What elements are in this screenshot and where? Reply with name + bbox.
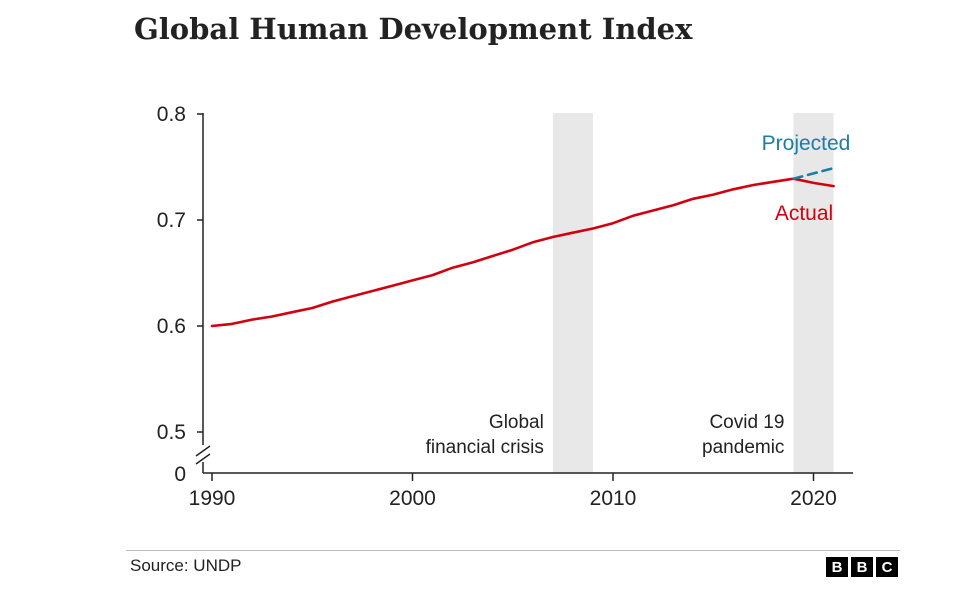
logo-letter: B: [826, 557, 848, 577]
shaded-period-label: Covid 19: [709, 412, 784, 433]
shaded-period-band: [793, 113, 834, 473]
projected-label: Projected: [762, 132, 851, 155]
series-lines: [210, 166, 835, 328]
logo-letter: B: [851, 557, 873, 577]
x-tick-label: 1990: [189, 487, 236, 510]
projected-series-line: [792, 166, 835, 180]
x-ticks: 1990 2000 2010 2020: [189, 473, 837, 510]
y-zero-label: 0: [174, 463, 186, 486]
actual-series-line: [210, 177, 835, 328]
x-tick-label: 2000: [389, 487, 436, 510]
x-tick-label: 2010: [590, 487, 637, 510]
axis-break-mark: [195, 445, 211, 465]
footer-divider: [126, 550, 900, 551]
actual-label: Actual: [775, 202, 833, 225]
y-tick-label: 0.5: [157, 421, 186, 444]
shaded-period-label: financial crisis: [426, 437, 544, 458]
x-tick-label: 2020: [790, 487, 837, 510]
logo-letter: C: [876, 557, 898, 577]
shaded-period-labels: Global financial crisis Covid 19 pandemic: [426, 412, 785, 458]
y-ticks: 0.5 0.6 0.7 0.8: [157, 103, 203, 444]
y-tick-label: 0.6: [157, 315, 186, 338]
shaded-periods: [552, 113, 834, 473]
chart-title: Global Human Development Index: [134, 12, 693, 46]
y-tick-label: 0.8: [157, 103, 186, 126]
shaded-period-label: pandemic: [702, 437, 784, 458]
shaded-period-band: [552, 113, 593, 473]
source-note: Source: UNDP: [130, 556, 242, 575]
axes: [195, 113, 853, 474]
y-tick-label: 0.7: [157, 209, 186, 232]
bbc-logo: B B C: [826, 557, 898, 577]
shaded-period-label: Global: [489, 412, 544, 433]
